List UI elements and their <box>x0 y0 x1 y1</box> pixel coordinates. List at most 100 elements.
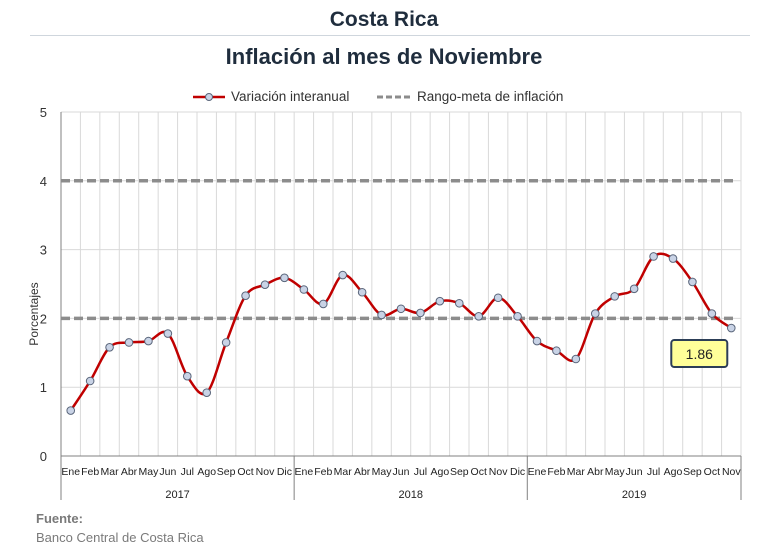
inflation-series <box>66 252 736 415</box>
x-tick-label: Jul <box>647 466 660 478</box>
data-point <box>280 273 289 283</box>
data-point <box>299 285 309 294</box>
data-point <box>396 304 406 314</box>
data-point <box>163 329 173 338</box>
callout: 1.86 <box>670 339 729 369</box>
legend-series-label: Variación interanual <box>231 89 350 104</box>
data-point <box>454 298 464 308</box>
x-tick-label: May <box>605 466 626 478</box>
data-point <box>649 252 658 261</box>
x-tick-label: Ago <box>664 466 683 478</box>
x-tick-label: Nov <box>256 466 275 478</box>
x-tick-label: May <box>372 466 393 478</box>
country-title: Costa Rica <box>329 8 439 31</box>
x-tick-label: Feb <box>314 466 332 478</box>
data-point <box>318 299 328 309</box>
x-tick-label: Abr <box>587 466 604 478</box>
x-tick-label: Ene <box>295 466 314 478</box>
x-tick-label: Oct <box>471 466 487 478</box>
x-tick-label: Oct <box>237 466 253 478</box>
chart-title: Inflación al mes de Noviembre <box>225 44 543 69</box>
data-point <box>629 284 639 294</box>
x-tick-label: Dic <box>277 466 292 478</box>
x-tick-label: Jul <box>181 466 194 478</box>
data-point <box>416 308 425 318</box>
callout-box <box>670 339 729 369</box>
x-tick-label: Abr <box>121 466 138 478</box>
data-point <box>474 312 484 321</box>
legend-item-series: Variación interanual <box>192 89 349 104</box>
legend-series-swatch <box>193 92 225 101</box>
data-point <box>144 336 153 346</box>
x-tick-label: Jul <box>414 466 427 478</box>
year-label: 2019 <box>622 489 646 501</box>
x-tick-label: Mar <box>567 466 586 478</box>
x-tick-label: Dic <box>510 466 525 478</box>
data-point <box>357 287 367 297</box>
x-tick-label: Ene <box>61 466 80 478</box>
x-tick-label: Nov <box>489 466 508 478</box>
data-point <box>377 310 386 320</box>
y-tick-label: 1 <box>40 380 47 395</box>
data-point <box>182 371 192 381</box>
x-tick-label: Oct <box>704 466 720 478</box>
data-point <box>66 406 76 415</box>
x-tick-label: Abr <box>354 466 371 478</box>
data-point <box>260 280 270 289</box>
data-point <box>688 277 697 287</box>
x-tick-label: Sep <box>450 466 469 478</box>
x-tick-label: Ene <box>528 466 547 478</box>
x-tick-label: Jun <box>393 466 410 478</box>
y-tick-label: 5 <box>40 105 47 120</box>
data-point <box>85 376 95 386</box>
x-tick-label: Feb <box>547 466 565 478</box>
data-point <box>552 346 561 356</box>
x-tick-label: May <box>139 466 160 478</box>
data-point <box>241 291 250 300</box>
data-point <box>105 342 114 352</box>
data-point <box>590 309 600 318</box>
x-tick-label: Mar <box>101 466 120 478</box>
year-label: 2018 <box>398 489 422 501</box>
data-point <box>571 354 581 364</box>
y-tick-label: 4 <box>40 174 47 189</box>
data-point <box>726 323 736 333</box>
callout-value: 1.86 <box>686 346 713 362</box>
y-tick-label: 2 <box>40 311 47 326</box>
x-tick-label: Sep <box>683 466 702 478</box>
data-point <box>338 270 348 280</box>
year-label: 2017 <box>165 489 189 501</box>
data-point <box>707 309 717 318</box>
y-axis-title: Porcentajes <box>27 282 41 345</box>
x-tick-label: Jun <box>159 466 176 478</box>
x-tick-label: Ago <box>431 466 450 478</box>
x-tick-label: Sep <box>217 466 236 478</box>
x-tick-label: Jun <box>626 466 643 478</box>
data-point <box>668 254 678 263</box>
legend-band-swatch <box>377 95 411 98</box>
title-divider <box>30 35 750 36</box>
data-point <box>532 336 542 346</box>
y-tick-label: 0 <box>40 449 47 464</box>
data-point <box>610 292 620 301</box>
data-point <box>124 338 134 347</box>
legend-band-label: Rango-meta de inflación <box>417 89 564 104</box>
source-label: Fuente: <box>36 511 83 526</box>
legend-item-band: Rango-meta de inflación <box>376 89 563 104</box>
x-tick-label: Feb <box>81 466 99 478</box>
x-tick-label: Ago <box>197 466 216 478</box>
y-tick-label: 3 <box>40 243 47 258</box>
legend: Variación interanual Rango-meta de infla… <box>0 89 768 107</box>
data-point <box>493 293 503 303</box>
target-range <box>61 179 733 321</box>
source-value: Banco Central de Costa Rica <box>36 530 204 545</box>
axes <box>60 112 742 500</box>
x-tick-label: Mar <box>334 466 353 478</box>
data-point <box>513 312 522 321</box>
x-tick-label: Nov <box>722 466 741 478</box>
data-point <box>435 296 445 306</box>
data-point <box>202 388 212 398</box>
data-point <box>221 338 231 347</box>
